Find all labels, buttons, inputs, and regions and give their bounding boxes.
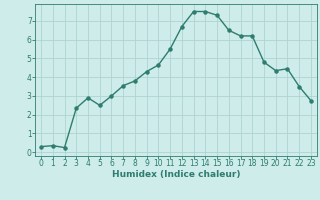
X-axis label: Humidex (Indice chaleur): Humidex (Indice chaleur) [112,170,240,179]
